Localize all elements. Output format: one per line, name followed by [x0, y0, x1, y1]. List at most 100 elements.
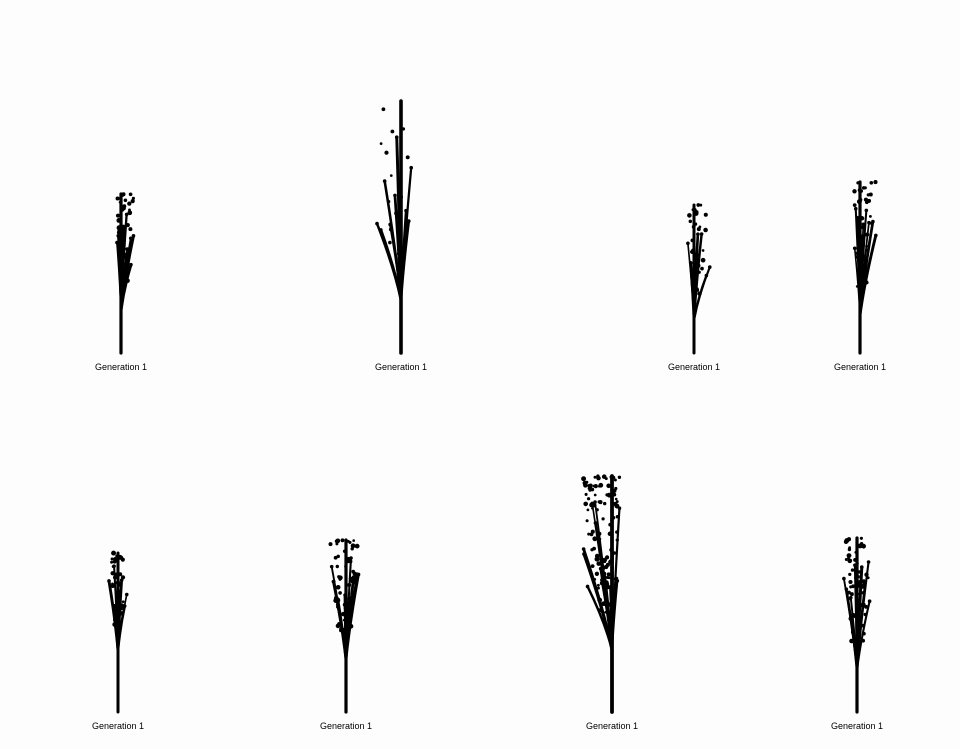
- panel-label-5: Generation 1: [91, 721, 145, 731]
- plant-node: [120, 271, 123, 275]
- plant-node: [593, 578, 597, 581]
- plant-node: [859, 565, 864, 569]
- plant-node: [614, 497, 618, 501]
- plant-node: [869, 180, 874, 185]
- plant-node: [696, 232, 700, 236]
- plant-node: [121, 280, 125, 285]
- plant-node: [388, 240, 392, 245]
- plant-node: [130, 199, 135, 204]
- plant-node: [583, 501, 588, 507]
- plant-node: [692, 207, 697, 212]
- plant-node: [602, 557, 607, 563]
- plant-node: [343, 606, 347, 610]
- plant-node: [581, 476, 587, 482]
- plant-3: [686, 203, 712, 355]
- plant-node: [341, 611, 346, 617]
- plant-node: [601, 517, 605, 521]
- plant-node: [697, 270, 701, 274]
- plant-node: [597, 500, 601, 504]
- plant-node: [695, 257, 699, 261]
- plant-node: [592, 546, 596, 551]
- plant-node: [120, 575, 126, 580]
- plant-node: [608, 522, 612, 527]
- plant-node: [849, 597, 852, 601]
- plant-node: [848, 579, 853, 585]
- plant-node: [695, 287, 699, 291]
- plant-node: [387, 200, 391, 204]
- plant-node: [406, 219, 411, 223]
- plant-node: [859, 189, 864, 193]
- plant-node: [844, 558, 848, 561]
- plant-node: [388, 222, 392, 227]
- plant-node: [127, 201, 132, 206]
- plant-node: [849, 592, 854, 597]
- plant-node: [595, 508, 599, 512]
- plant-node: [868, 221, 872, 225]
- plant-node: [593, 493, 597, 497]
- plant-node: [866, 560, 871, 564]
- plant-node: [115, 213, 121, 218]
- plant-node: [127, 247, 131, 251]
- plant-node: [599, 581, 604, 586]
- plant-node: [338, 591, 342, 595]
- plant-branch: [855, 600, 871, 672]
- plant-node: [585, 584, 590, 589]
- plant-node: [615, 538, 619, 542]
- plant-node: [867, 599, 872, 604]
- plant-node: [342, 549, 347, 554]
- plant-node: [335, 564, 339, 569]
- plant-branch: [117, 593, 128, 651]
- plant-node: [691, 248, 696, 253]
- plant-node: [128, 192, 133, 197]
- plant-node: [856, 199, 862, 205]
- plant-node: [119, 603, 125, 608]
- plant-node: [116, 616, 121, 621]
- plant-node: [859, 259, 863, 264]
- plant-node: [842, 576, 846, 581]
- plant-node: [597, 484, 601, 488]
- plant-node: [394, 211, 399, 216]
- plant-node: [857, 570, 861, 574]
- plant-node: [591, 502, 597, 508]
- plant-node: [344, 594, 348, 598]
- plant-node: [853, 563, 857, 567]
- plant-node: [114, 572, 119, 577]
- plant-node: [333, 555, 338, 560]
- plant-node: [347, 583, 352, 587]
- plant-node: [121, 240, 126, 246]
- plant-node: [861, 602, 866, 607]
- plant-node: [117, 243, 122, 247]
- plant-node: [337, 621, 342, 627]
- plant-node: [874, 233, 878, 238]
- plant-node: [112, 618, 117, 622]
- plant-node: [850, 568, 855, 572]
- plant-node: [865, 248, 869, 252]
- plant-node: [607, 576, 611, 580]
- plant-node: [112, 622, 117, 627]
- plant-node: [405, 155, 410, 160]
- plant-node: [111, 550, 117, 556]
- plant-6: [328, 538, 361, 714]
- plant-node: [864, 572, 869, 577]
- plant-node: [607, 531, 613, 537]
- plant-node: [350, 591, 355, 596]
- plant-node: [335, 584, 341, 590]
- plant-node: [861, 591, 865, 595]
- plant-node: [688, 261, 693, 265]
- plant-node: [687, 213, 692, 218]
- plant-node: [856, 181, 860, 185]
- panel-label-4: Generation 1: [833, 362, 887, 372]
- plant-node: [597, 583, 600, 587]
- plant-node: [854, 551, 858, 554]
- plant-branch: [344, 573, 360, 662]
- plant-node: [864, 232, 870, 237]
- plant-node: [853, 206, 858, 211]
- plant-node: [615, 515, 620, 519]
- plant-node: [335, 538, 341, 544]
- plant-node: [865, 244, 868, 248]
- plant-node: [117, 589, 122, 594]
- plant-node: [863, 197, 868, 202]
- plant-node: [697, 291, 702, 296]
- plant-node: [608, 610, 614, 616]
